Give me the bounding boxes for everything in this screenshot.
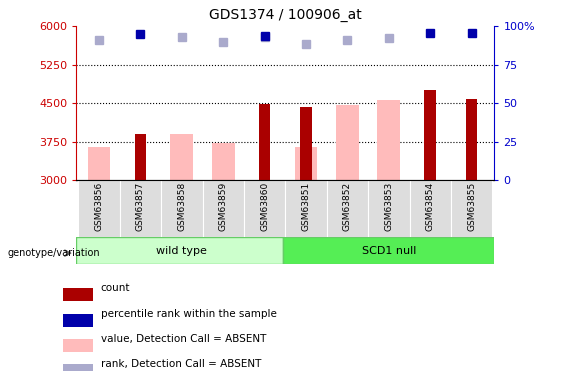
Bar [63,339,93,352]
Bar [76,237,283,264]
Text: count: count [101,283,130,293]
Text: GSM63859: GSM63859 [219,182,228,231]
Bar [120,180,161,238]
Bar [327,180,368,238]
Title: GDS1374 / 100906_at: GDS1374 / 100906_at [209,9,362,22]
Bar [283,237,494,264]
Text: value, Detection Call = ABSENT: value, Detection Call = ABSENT [101,334,266,344]
Text: GSM63853: GSM63853 [384,182,393,231]
Text: GSM63858: GSM63858 [177,182,186,231]
Text: GSM63851: GSM63851 [302,182,311,231]
Bar [300,107,312,180]
Bar [63,314,93,327]
Bar [88,147,110,180]
Bar [171,134,193,180]
Bar [285,180,327,238]
Bar [63,288,93,302]
Bar [259,104,271,180]
Bar [294,147,318,180]
Text: rank, Detection Call = ABSENT: rank, Detection Call = ABSENT [101,359,261,369]
Text: wild type: wild type [157,246,207,256]
Text: GSM63857: GSM63857 [136,182,145,231]
Bar [368,180,410,238]
Bar [451,180,492,238]
Bar [424,90,436,180]
Bar [377,100,400,180]
Bar [134,134,146,180]
Bar [244,180,285,238]
Text: GSM63856: GSM63856 [94,182,103,231]
Bar [212,143,234,180]
Text: SCD1 null: SCD1 null [362,246,416,256]
Text: GSM63860: GSM63860 [260,182,269,231]
Bar [79,180,120,238]
Text: percentile rank within the sample: percentile rank within the sample [101,309,276,318]
Bar [410,180,451,238]
Bar [63,364,93,375]
Bar [466,99,477,180]
Bar [202,180,244,238]
Bar [161,180,202,238]
Text: GSM63852: GSM63852 [343,182,352,231]
Bar [336,105,359,180]
Text: GSM63855: GSM63855 [467,182,476,231]
Text: GSM63854: GSM63854 [425,182,434,231]
Text: genotype/variation: genotype/variation [7,248,100,258]
